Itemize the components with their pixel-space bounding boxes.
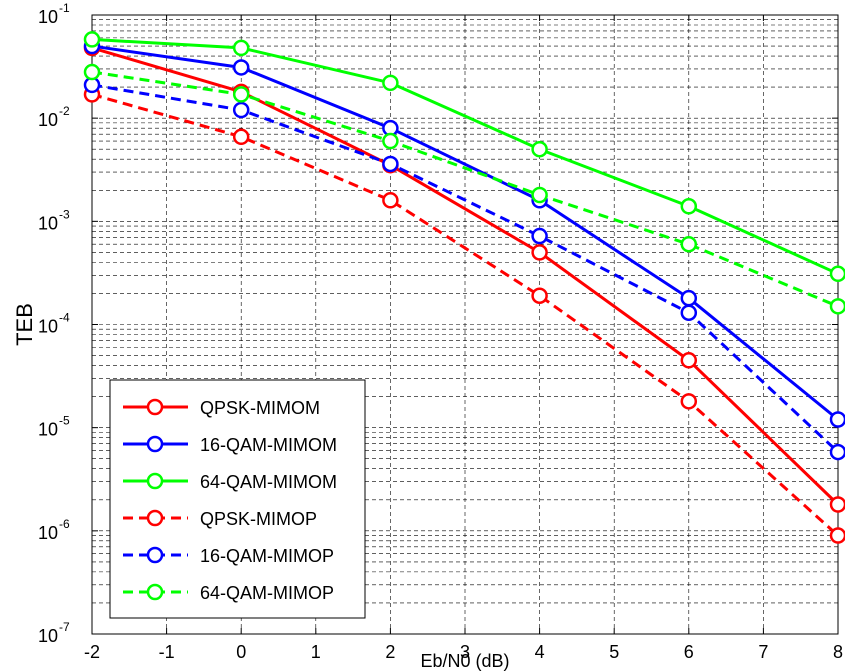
x-tick-label: -1 [159, 642, 175, 662]
data-point [531, 227, 548, 245]
data-point [232, 128, 250, 146]
x-tick-label: 2 [385, 642, 395, 662]
y-tick-label: 10 [38, 317, 58, 337]
data-point [83, 63, 101, 81]
data-point [829, 265, 845, 283]
data-point [232, 59, 250, 76]
y-tick-label: 10 [38, 7, 58, 27]
x-tick-label: 1 [311, 642, 321, 662]
data-point [680, 198, 698, 215]
data-point [232, 101, 250, 119]
data-point [382, 132, 399, 150]
y-tick-label-exponent: -7 [59, 620, 70, 634]
data-point [382, 155, 399, 173]
legend-entry: QPSK-MIMOM [123, 398, 320, 418]
legend-label: QPSK-MIMOM [200, 398, 320, 418]
y-tick-label: 10 [38, 420, 58, 440]
legend-label: 16-QAM-MIMOP [200, 546, 334, 566]
data-point [680, 352, 698, 369]
data-point [382, 192, 399, 209]
y-tick-label-exponent: -3 [59, 207, 70, 221]
legend-entry: QPSK-MIMOP [123, 509, 317, 529]
legend-box [109, 379, 366, 619]
series-line [91, 46, 840, 506]
legend-marker [146, 472, 164, 490]
data-point [83, 31, 101, 48]
data-point [531, 244, 548, 261]
y-tick-label-exponent: -6 [59, 517, 70, 531]
x-tick-label: 7 [758, 642, 768, 662]
legend-label: QPSK-MIMOP [200, 509, 317, 529]
data-point [232, 86, 250, 103]
data-point [829, 443, 845, 461]
legend-marker [146, 509, 164, 527]
x-tick-label: 0 [236, 642, 246, 662]
y-tick-label-exponent: -1 [59, 1, 70, 15]
series-64-qam-mimom [83, 31, 845, 283]
x-tick-label: -2 [84, 642, 100, 662]
data-point [829, 411, 845, 428]
series-line [91, 83, 840, 454]
y-tick-label-exponent: -2 [59, 104, 70, 118]
y-tick-label: 10 [38, 213, 58, 233]
legend-entry: 64-QAM-MIMOP [123, 583, 334, 603]
data-point [232, 39, 250, 57]
grid [92, 15, 838, 634]
data-point [680, 289, 698, 307]
legend-entry: 16-QAM-MIMOM [123, 435, 337, 455]
x-tick-label: 3 [460, 642, 470, 662]
x-axis-label: Eb/N0 (dB) [420, 651, 509, 671]
legend-entry: 64-QAM-MIMOM [123, 472, 337, 492]
x-tick-label: 5 [609, 642, 619, 662]
series-line [91, 70, 839, 308]
data-point [531, 140, 548, 158]
y-tick-label-exponent: -4 [59, 311, 70, 325]
series-64-qam-mimop [83, 63, 845, 315]
data-point [382, 74, 399, 92]
data-point [680, 235, 698, 253]
series-line [91, 44, 839, 421]
legend-marker [146, 546, 164, 564]
legend-entry: 16-QAM-MIMOP [123, 546, 334, 566]
series-line [91, 92, 840, 537]
data-point [680, 304, 698, 321]
axis-ticks: -2 -1 0 1 2 3 4 5 6 7 810-710-610-510-410-310 -210-… [38, 1, 843, 662]
y-axis-label: TEB [12, 303, 37, 346]
x-tick-label: 8 [833, 642, 843, 662]
x-tick-label: 6 [684, 642, 694, 662]
legend-label: 64-QAM-MIMOP [200, 583, 334, 603]
y-tick-label: 10 [38, 626, 58, 646]
series-layer [83, 31, 845, 544]
data-point [829, 298, 845, 315]
data-point [680, 393, 698, 410]
y-tick-label: 10 [38, 523, 58, 543]
data-point [829, 496, 845, 513]
legend-marker [146, 398, 164, 416]
legend-label: 64-QAM-MIMOM [200, 472, 337, 492]
series-line [91, 37, 839, 276]
y-tick-label-exponent: -5 [59, 414, 70, 428]
legend: QPSK-MIMOM 16-QAM-MIMOM 64-QAM-MIMOM QPSK-M… [109, 379, 366, 619]
data-point [531, 287, 548, 304]
legend-label: 16-QAM-MIMOM [200, 435, 337, 455]
y-tick-label: 10 [38, 110, 58, 130]
data-point [531, 186, 548, 204]
legend-marker [146, 435, 164, 453]
x-tick-label: 4 [535, 642, 545, 662]
data-point [829, 527, 845, 544]
series-16-qam-mimop [83, 76, 845, 461]
legend-marker [146, 583, 164, 601]
